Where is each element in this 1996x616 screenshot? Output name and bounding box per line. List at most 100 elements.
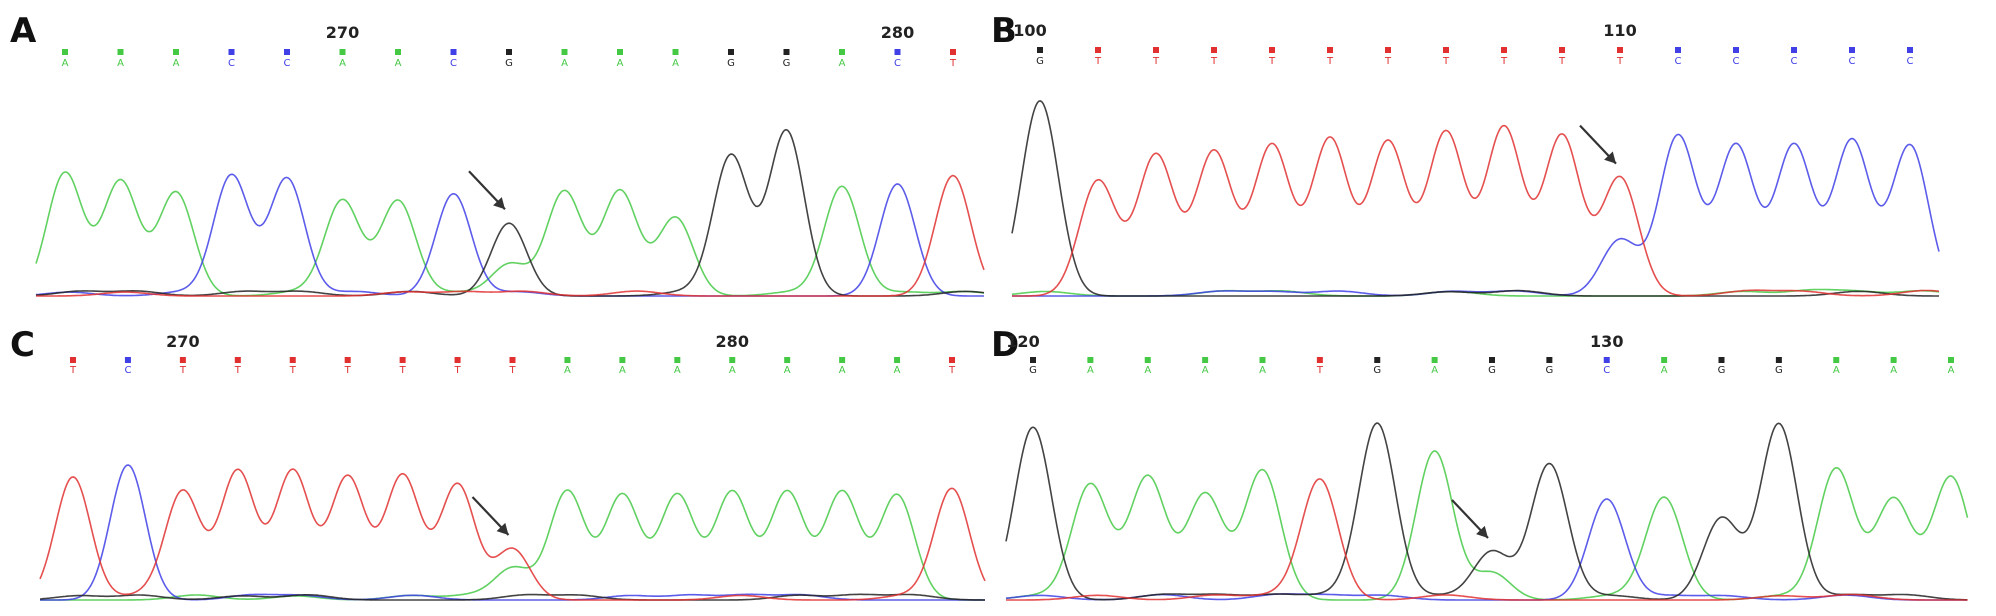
base-quality-square <box>729 357 736 363</box>
panel-label: C <box>10 325 35 365</box>
base-call: A <box>619 365 626 376</box>
trace-g <box>39 593 985 601</box>
base-call: C <box>1907 56 1914 67</box>
base-quality-square <box>1489 357 1495 363</box>
base-call: A <box>1144 365 1151 376</box>
trace-g <box>1011 100 1939 297</box>
base-call: A <box>1661 365 1668 376</box>
base-quality-square <box>1144 357 1151 363</box>
base-quality-square <box>1907 47 1913 53</box>
base-call: T <box>1558 56 1566 67</box>
base-call: C <box>1675 56 1682 67</box>
base-quality-square <box>1259 357 1266 363</box>
base-quality-square <box>1603 357 1610 363</box>
base-call: G <box>1775 365 1783 376</box>
panel-label: D <box>991 325 1019 365</box>
base-call: T <box>948 365 956 376</box>
base-quality-square <box>1617 47 1623 53</box>
base-quality-square <box>1316 357 1323 363</box>
base-quality-square <box>70 357 76 363</box>
base-quality-square <box>1443 47 1449 53</box>
base-quality-square <box>395 49 401 55</box>
base-call: A <box>1890 365 1897 376</box>
base-quality-square <box>619 357 626 363</box>
base-call: A <box>117 58 124 69</box>
base-call: G <box>1718 365 1726 376</box>
base-quality-square <box>450 49 457 55</box>
trace-c <box>40 464 985 601</box>
trace-t <box>36 174 985 297</box>
base-quality-square <box>1030 357 1036 363</box>
base-call: A <box>1259 365 1266 376</box>
base-quality-square <box>1948 357 1954 363</box>
base-quality-square <box>1095 47 1101 53</box>
position-label: 130 <box>1590 332 1623 351</box>
trace-a <box>35 171 985 297</box>
base-quality-square <box>1890 357 1897 363</box>
base-quality-square <box>289 357 296 363</box>
base-call: T <box>69 365 77 376</box>
panel-a: A 270 280 A A A C C A A C G A A A G G A C T <box>10 11 985 297</box>
base-call: T <box>1442 56 1450 67</box>
base-call: A <box>672 58 679 69</box>
base-quality-square <box>1559 47 1565 53</box>
base-quality-square <box>1546 357 1553 363</box>
base-call: G <box>1036 56 1044 67</box>
base-call: C <box>894 58 901 69</box>
base-quality-square <box>1374 357 1381 363</box>
base-call: T <box>1616 56 1624 67</box>
position-label: 270 <box>326 23 359 42</box>
base-call: A <box>395 58 402 69</box>
base-call: T <box>179 365 187 376</box>
base-quality-square <box>1675 47 1681 53</box>
base-quality-square <box>1661 357 1668 363</box>
base-call: T <box>1094 56 1102 67</box>
base-call: G <box>1029 365 1037 376</box>
variant-arrow-head <box>1604 151 1616 164</box>
base-quality-square <box>1791 47 1797 53</box>
position-label: 270 <box>166 332 199 351</box>
base-call: A <box>1948 365 1955 376</box>
position-label: 120 <box>1006 332 1039 351</box>
position-label: 110 <box>1603 21 1636 40</box>
base-quality-square <box>674 357 681 363</box>
trace-t <box>39 468 986 601</box>
base-call: T <box>1326 56 1334 67</box>
base-quality-square <box>894 357 901 363</box>
base-quality-square <box>124 357 131 363</box>
base-quality-square <box>1037 47 1043 53</box>
base-quality-square <box>62 49 68 55</box>
trace-t <box>1006 478 1968 601</box>
base-quality-square <box>1385 47 1391 53</box>
base-call: A <box>729 365 736 376</box>
base-quality-square <box>117 49 124 55</box>
base-call: T <box>1500 56 1508 67</box>
base-quality-square <box>399 357 406 363</box>
base-call: G <box>1488 365 1496 376</box>
base-quality-square <box>173 49 179 55</box>
base-quality-square <box>228 49 235 55</box>
base-quality-square <box>783 49 790 55</box>
base-quality-square <box>179 357 186 363</box>
base-call: C <box>1603 365 1610 376</box>
panel-label: B <box>991 11 1017 51</box>
variant-arrow-head <box>493 197 505 210</box>
trace-g <box>35 128 985 297</box>
panel-c: C 270 280 T C T T T T T T T A A A A A A A T <box>10 325 986 601</box>
base-quality-square <box>1087 357 1094 363</box>
base-call: G <box>1546 365 1554 376</box>
base-quality-square <box>1501 47 1507 53</box>
base-quality-square <box>617 49 623 55</box>
base-quality-square <box>1269 47 1275 53</box>
base-call: T <box>234 365 242 376</box>
base-quality-square <box>1718 357 1725 363</box>
base-call: T <box>399 365 407 376</box>
position-label: 280 <box>881 23 914 42</box>
base-quality-square <box>950 49 956 55</box>
base-quality-square <box>1775 357 1782 363</box>
trace-c <box>1005 498 1968 601</box>
base-call: A <box>173 58 180 69</box>
trace-a <box>1005 450 1969 601</box>
